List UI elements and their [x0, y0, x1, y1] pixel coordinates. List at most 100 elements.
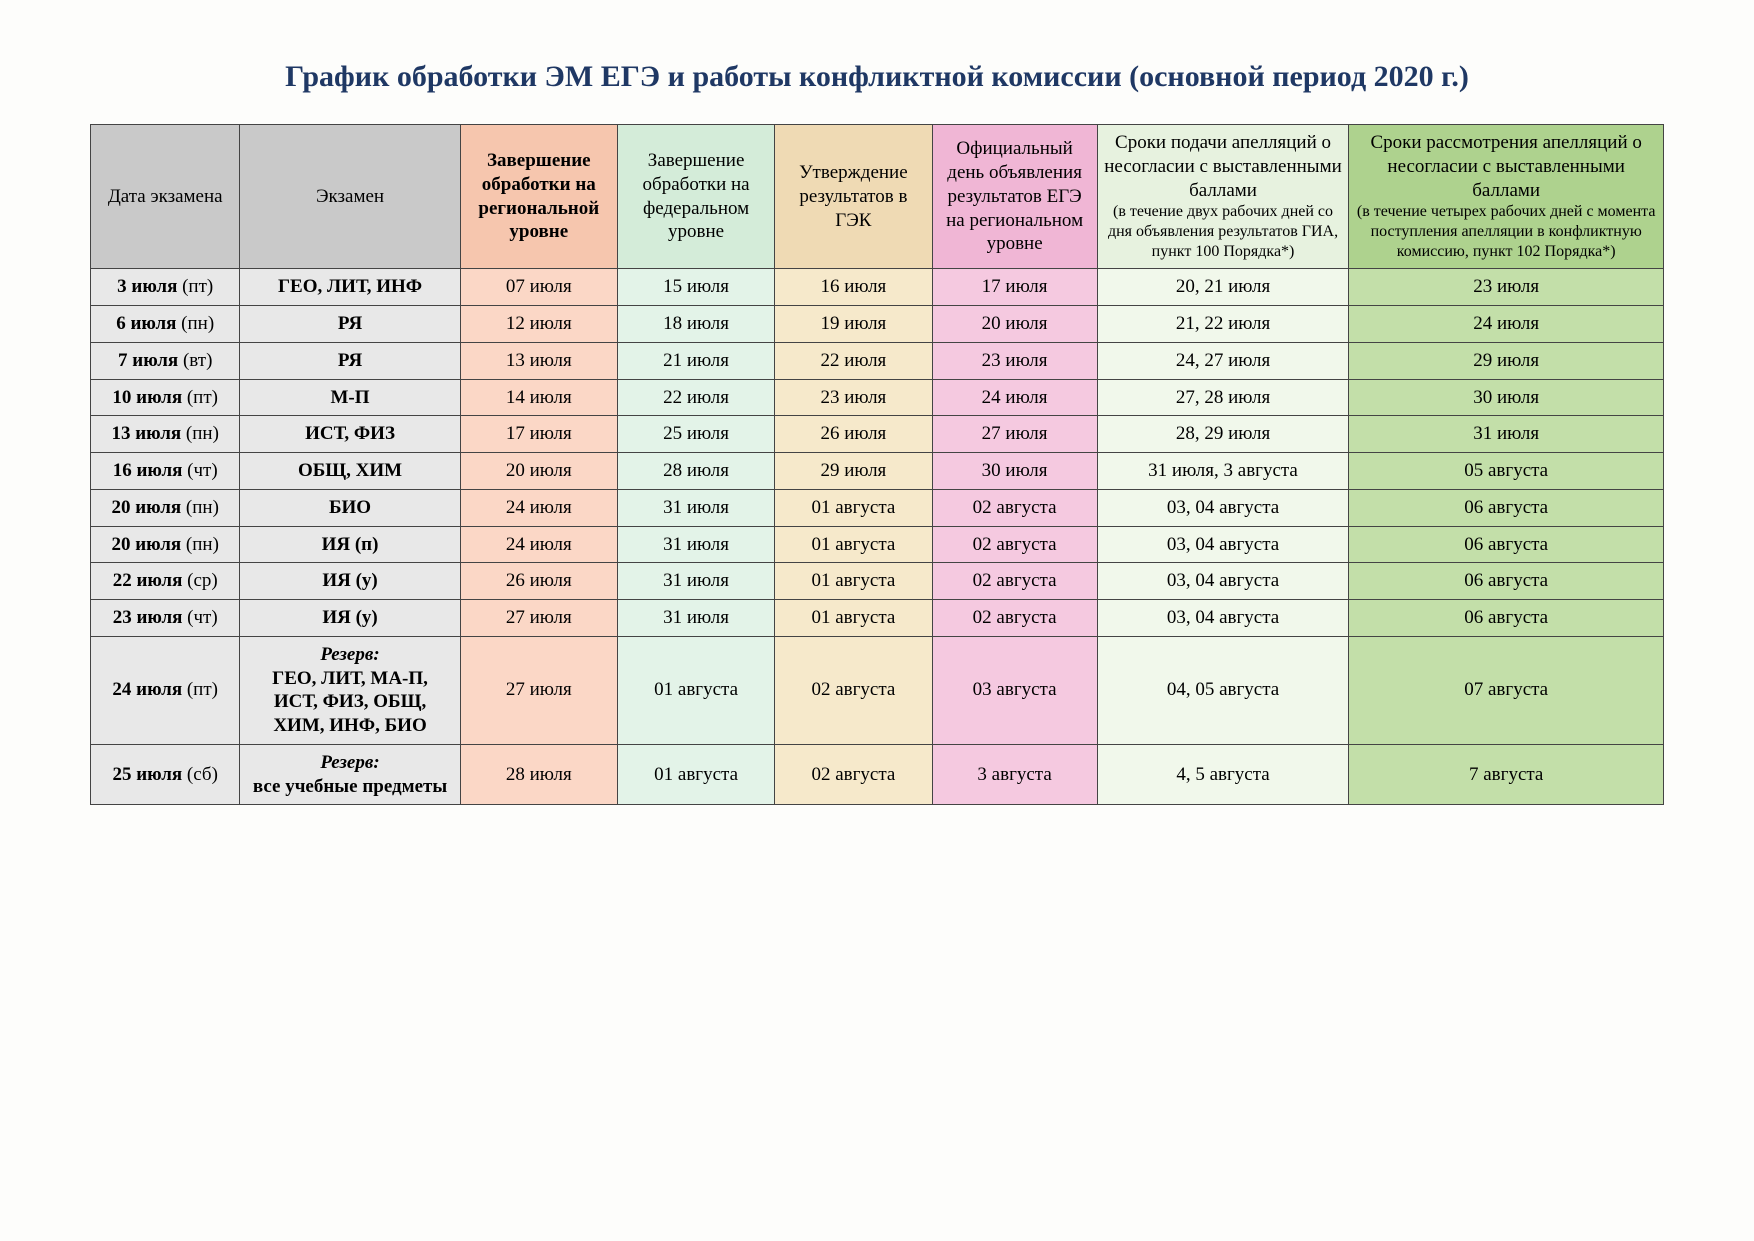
table-row: 24 июля (пт)Резерв:ГЕО, ЛИТ, МА-П,ИСТ, Ф…	[91, 636, 1664, 744]
exam-reserve-label: Резерв:	[246, 643, 453, 667]
table-header-official: Официальный день объявления результатов …	[932, 125, 1097, 269]
cell-official: 24 июля	[932, 379, 1097, 416]
cell-appeal_review: 06 августа	[1349, 563, 1664, 600]
date-weekday: (вт)	[183, 350, 212, 371]
date-weekday: (сб)	[187, 764, 218, 785]
cell-federal: 31 июля	[617, 600, 774, 637]
cell-appeal_submit: 31 июля, 3 августа	[1097, 453, 1349, 490]
cell-appeal_submit: 28, 29 июля	[1097, 416, 1349, 453]
cell-date: 13 июля (пн)	[91, 416, 240, 453]
cell-exam: ОБЩ, ХИМ	[240, 453, 460, 490]
date-weekday: (чт)	[187, 607, 218, 628]
cell-date: 22 июля (ср)	[91, 563, 240, 600]
cell-exam: ИЯ (у)	[240, 563, 460, 600]
cell-date: 25 июля (сб)	[91, 744, 240, 805]
table-header-gek: Утверждение результатов в ГЭК	[775, 125, 932, 269]
date-value: 7 июля	[118, 350, 183, 371]
cell-federal: 21 июля	[617, 342, 774, 379]
cell-appeal_submit: 21, 22 июля	[1097, 306, 1349, 343]
cell-federal: 31 июля	[617, 489, 774, 526]
cell-gek: 01 августа	[775, 489, 932, 526]
cell-regional: 26 июля	[460, 563, 617, 600]
table-row: 16 июля (чт)ОБЩ, ХИМ20 июля28 июля29 июл…	[91, 453, 1664, 490]
cell-appeal_submit: 03, 04 августа	[1097, 600, 1349, 637]
cell-federal: 15 июля	[617, 269, 774, 306]
cell-appeal_review: 23 июля	[1349, 269, 1664, 306]
cell-date: 23 июля (чт)	[91, 600, 240, 637]
cell-appeal_review: 30 июля	[1349, 379, 1664, 416]
cell-gek: 26 июля	[775, 416, 932, 453]
cell-date: 16 июля (чт)	[91, 453, 240, 490]
cell-regional: 24 июля	[460, 526, 617, 563]
cell-exam: БИО	[240, 489, 460, 526]
cell-exam: Резерв:ГЕО, ЛИТ, МА-П,ИСТ, ФИЗ, ОБЩ,ХИМ,…	[240, 636, 460, 744]
cell-appeal_submit: 03, 04 августа	[1097, 526, 1349, 563]
cell-regional: 24 июля	[460, 489, 617, 526]
date-value: 24 июля	[112, 679, 186, 700]
cell-gek: 19 июля	[775, 306, 932, 343]
table-header-federal: Завершение обработки на федеральном уров…	[617, 125, 774, 269]
exam-name: РЯ	[338, 313, 362, 334]
cell-regional: 20 июля	[460, 453, 617, 490]
date-weekday: (пн)	[186, 497, 219, 518]
cell-appeal_submit: 04, 05 августа	[1097, 636, 1349, 744]
cell-appeal_review: 29 июля	[1349, 342, 1664, 379]
cell-appeal_submit: 03, 04 августа	[1097, 489, 1349, 526]
cell-regional: 28 июля	[460, 744, 617, 805]
cell-appeal_submit: 20, 21 июля	[1097, 269, 1349, 306]
table-header-appeal_submit: Сроки подачи апелляций о несогласии с вы…	[1097, 125, 1349, 269]
exam-name: РЯ	[338, 350, 362, 371]
cell-regional: 12 июля	[460, 306, 617, 343]
table-header-exam: Экзамен	[240, 125, 460, 269]
header-label: Официальный день объявления результатов …	[939, 137, 1091, 256]
cell-exam: РЯ	[240, 306, 460, 343]
date-value: 6 июля	[116, 313, 181, 334]
header-label: Завершение обработки на федеральном уров…	[624, 149, 768, 244]
exam-name: ГЕО, ЛИТ, МА-П,	[246, 667, 453, 691]
date-weekday: (пт)	[182, 276, 213, 297]
table-row: 20 июля (пн)ИЯ (п)24 июля31 июля01 авгус…	[91, 526, 1664, 563]
cell-appeal_review: 06 августа	[1349, 489, 1664, 526]
cell-federal: 28 июля	[617, 453, 774, 490]
cell-official: 02 августа	[932, 489, 1097, 526]
cell-federal: 01 августа	[617, 636, 774, 744]
date-weekday: (пн)	[186, 423, 219, 444]
exam-name: все учебные предметы	[246, 775, 453, 799]
cell-gek: 01 августа	[775, 526, 932, 563]
cell-appeal_review: 31 июля	[1349, 416, 1664, 453]
header-sublabel: (в течение четырех рабочих дней с момент…	[1355, 202, 1657, 262]
table-body: 3 июля (пт)ГЕО, ЛИТ, ИНФ07 июля15 июля16…	[91, 269, 1664, 805]
date-weekday: (пн)	[186, 534, 219, 555]
cell-gek: 29 июля	[775, 453, 932, 490]
date-weekday: (пт)	[187, 387, 218, 408]
header-label: Завершение обработки на региональной уро…	[467, 149, 611, 244]
cell-appeal_review: 24 июля	[1349, 306, 1664, 343]
date-value: 25 июля	[112, 764, 186, 785]
date-weekday: (ср)	[187, 570, 218, 591]
header-sublabel: (в течение двух рабочих дней со дня объя…	[1104, 202, 1343, 262]
cell-appeal_review: 05 августа	[1349, 453, 1664, 490]
cell-regional: 14 июля	[460, 379, 617, 416]
date-value: 3 июля	[117, 276, 182, 297]
exam-name: ИЯ (у)	[322, 570, 377, 591]
exam-name: М-П	[331, 387, 370, 408]
exam-name: ХИМ, ИНФ, БИО	[246, 714, 453, 738]
date-value: 20 июля	[111, 534, 185, 555]
cell-exam: ИСТ, ФИЗ	[240, 416, 460, 453]
cell-regional: 27 июля	[460, 636, 617, 744]
cell-appeal_review: 06 августа	[1349, 526, 1664, 563]
table-row: 13 июля (пн)ИСТ, ФИЗ17 июля25 июля26 июл…	[91, 416, 1664, 453]
exam-name: ИЯ (п)	[322, 534, 379, 555]
cell-appeal_review: 7 августа	[1349, 744, 1664, 805]
date-weekday: (пн)	[181, 313, 214, 334]
table-header-row: Дата экзаменаЭкзаменЗавершение обработки…	[91, 125, 1664, 269]
cell-federal: 22 июля	[617, 379, 774, 416]
date-value: 23 июля	[113, 607, 187, 628]
table-row: 3 июля (пт)ГЕО, ЛИТ, ИНФ07 июля15 июля16…	[91, 269, 1664, 306]
cell-date: 24 июля (пт)	[91, 636, 240, 744]
table-row: 20 июля (пн)БИО24 июля31 июля01 августа0…	[91, 489, 1664, 526]
exam-name: ГЕО, ЛИТ, ИНФ	[278, 276, 422, 297]
cell-official: 03 августа	[932, 636, 1097, 744]
exam-name: ИЯ (у)	[322, 607, 377, 628]
cell-appeal_review: 07 августа	[1349, 636, 1664, 744]
